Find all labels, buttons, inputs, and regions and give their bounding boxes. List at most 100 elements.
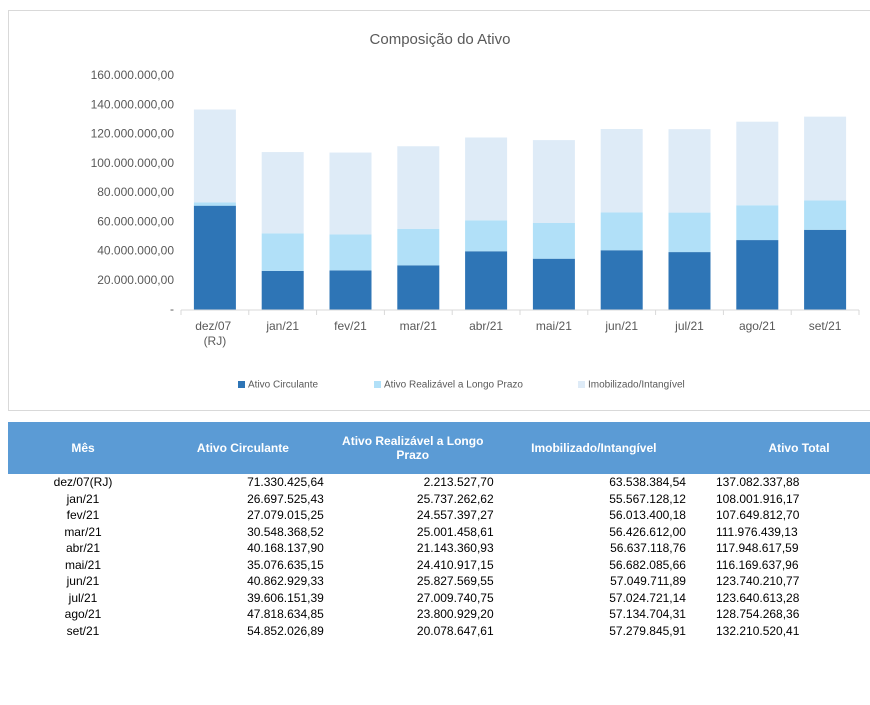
table-cell: 25.827.569,55 [416, 574, 494, 589]
table-cell: 47.818.634,85 [247, 607, 324, 622]
table-cell: 56.637.118,76 [610, 541, 686, 556]
bar-segment [804, 200, 847, 230]
table-cell: 24.557.397,27 [416, 508, 494, 523]
table-cell: 25.737.262,62 [416, 491, 494, 506]
bar-segment [465, 137, 508, 221]
table-cell: 137.082.337,88 [715, 475, 800, 490]
bar-segment [397, 146, 440, 229]
table-cell: jan/21 [66, 491, 100, 506]
table-row: jul/21 39.606.151,39 27.009.740,75 57.024.7… [8, 590, 870, 607]
bar-segment [668, 252, 711, 310]
bar-segment [261, 152, 304, 234]
table-cell: 21.143.360,93 [416, 541, 494, 556]
bar-segment [736, 205, 779, 241]
table-cell: 27.009.740,75 [416, 590, 494, 605]
table-header-cell: Ativo Circulante [158, 422, 328, 474]
table-cell: 23.800.929,20 [416, 607, 494, 622]
table-cell: 40.862.929,33 [247, 574, 324, 589]
table-cell: 123.640.613,28 [715, 590, 800, 605]
table-cell: 56.682.085,66 [609, 557, 686, 572]
table-cell: 25.001.458,61 [416, 524, 494, 539]
bar-segment [600, 250, 643, 310]
y-tick-label: 120.000.000,00 [91, 127, 175, 141]
legend-label: Ativo Realizável a Longo Prazo [384, 380, 523, 391]
bar-segment [193, 205, 236, 310]
bar-segment [668, 212, 711, 253]
bar-segment [329, 234, 372, 271]
table-row: mai/21 35.076.635,15 24.410.917,15 56.682.0… [8, 557, 870, 574]
table-header-cell: Ativo Total [689, 422, 870, 474]
table-header-cell: Ativo Realizável a Longo Prazo [327, 422, 498, 474]
table-cell: 20.078.647,61 [416, 623, 494, 638]
y-tick-label: 140.000.000,00 [91, 97, 175, 111]
x-tick-label: jul/21 [674, 319, 704, 333]
table-cell: dez/07(RJ) [53, 475, 113, 490]
x-tick-label: mai/21 [536, 319, 572, 333]
legend-swatch [578, 381, 585, 388]
bar-segment [532, 222, 575, 259]
table-cell: 26.697.525,43 [247, 491, 324, 506]
bar-segment [329, 152, 372, 235]
table-row: mar/21 30.548.368,52 25.001.458,61 56.426.6… [8, 524, 870, 541]
bar-segment [465, 251, 508, 310]
table-cell: 56.426.612,00 [609, 524, 686, 539]
table-cell: 54.852.026,89 [247, 623, 324, 638]
y-tick-label: 20.000.000,00 [97, 273, 174, 287]
table-cell: 57.024.721,14 [609, 590, 686, 605]
legend-swatch [238, 381, 245, 388]
y-tick-label: 80.000.000,00 [97, 185, 174, 199]
legend-swatch [374, 381, 381, 388]
table-cell: abr/21 [65, 541, 101, 556]
legend-label: Ativo Circulante [248, 380, 318, 391]
bar-segment [804, 229, 847, 310]
chart-title: Composição do Ativo [370, 31, 511, 48]
table-row: jan/21 26.697.525,43 25.737.262,62 55.567.1… [8, 491, 870, 508]
x-tick-label: fev/21 [334, 319, 367, 333]
x-tick-label: mar/21 [400, 319, 438, 333]
table-cell: 57.134.704,31 [609, 607, 686, 622]
table-cell: 108.001.916,17 [715, 491, 800, 506]
bar-segment [532, 140, 575, 223]
bar-segment [600, 129, 643, 213]
bar-segment [261, 233, 304, 271]
table-cell: 56.013.400,18 [609, 508, 686, 523]
data-table: Mês Ativo Circulante Ativo Realizável a Lo… [8, 422, 870, 639]
table-cell: 55.567.128,12 [609, 491, 686, 506]
table-cell: 57.049.711,89 [610, 574, 686, 589]
table-cell: 39.606.151,39 [247, 590, 324, 605]
table-row: abr/21 40.168.137,90 21.143.360,93 56.637.1… [8, 540, 870, 557]
y-tick-label: 100.000.000,00 [91, 156, 175, 170]
table-cell: jun/21 [66, 574, 100, 589]
table-row: jun/21 40.862.929,33 25.827.569,55 57.049.7… [8, 573, 870, 590]
bar-segment [600, 212, 643, 251]
bar-segment [397, 228, 440, 266]
table-row: fev/21 27.079.015,25 24.557.397,27 56.013.4… [8, 507, 870, 524]
bar-segment [736, 121, 779, 206]
x-tick-label: jun/21 [604, 319, 638, 333]
y-tick-label: 60.000.000,00 [97, 214, 174, 228]
table-cell: jul/21 [68, 590, 98, 605]
table-cell: 128.754.268,36 [715, 607, 800, 622]
bar-segment [261, 270, 304, 310]
table-cell: mai/21 [64, 557, 102, 572]
bar-segment [668, 129, 711, 213]
bar-segment [532, 258, 575, 310]
table-cell: 107.649.812,70 [715, 508, 800, 523]
bar-segment [193, 109, 236, 203]
x-tick-label: set/21 [809, 319, 842, 333]
table-cell: 117.948.617,59 [715, 541, 799, 556]
table-cell: 35.076.635,15 [247, 557, 324, 572]
table-cell: 111.976.439,13 [715, 524, 798, 539]
table-row: set/21 54.852.026,89 20.078.647,61 57.279.8… [8, 623, 870, 640]
table-cell: 30.548.368,52 [247, 524, 324, 539]
table-cell: 2.213.527,70 [423, 475, 494, 490]
table-cell: mar/21 [64, 524, 102, 539]
table-cell: 27.079.015,25 [247, 508, 324, 523]
x-tick-label: ago/21 [739, 319, 776, 333]
table-row: ago/21 47.818.634,85 23.800.929,20 57.134.7… [8, 606, 870, 623]
table-cell: 132.210.520,41 [715, 623, 800, 638]
table-cell: 123.740.210,77 [715, 574, 800, 589]
table-cell: 57.279.845,91 [609, 623, 686, 638]
table-cell: ago/21 [64, 607, 102, 622]
x-tick-label: jan/21 [265, 319, 299, 333]
